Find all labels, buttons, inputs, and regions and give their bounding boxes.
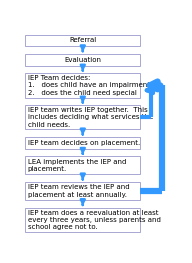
Text: Evaluation: Evaluation	[64, 57, 101, 63]
Text: IEP team writes IEP together.  This
includes deciding what services the
child ne: IEP team writes IEP together. This inclu…	[28, 107, 153, 128]
Text: IEP Team decides:
1.   does child have an impairment?
2.   does the child need s: IEP Team decides: 1. does child have an …	[28, 75, 153, 96]
Bar	[26, 182, 140, 200]
Bar	[26, 73, 140, 98]
Bar	[26, 156, 140, 174]
Text: IEP team does a reevaluation at least
every three years, unless parents and
scho: IEP team does a reevaluation at least ev…	[28, 210, 161, 230]
Bar	[26, 105, 140, 129]
Text: LEA implements the IEP and
placement.: LEA implements the IEP and placement.	[28, 159, 126, 172]
Text: IEP team decides on placement.: IEP team decides on placement.	[28, 140, 140, 146]
Text: IEP team reviews the IEP and
placement at least annually.: IEP team reviews the IEP and placement a…	[28, 184, 129, 198]
Bar	[26, 35, 140, 46]
Bar	[26, 208, 140, 232]
Bar	[26, 54, 140, 66]
Text: Referral: Referral	[69, 37, 96, 43]
Bar	[26, 137, 140, 149]
